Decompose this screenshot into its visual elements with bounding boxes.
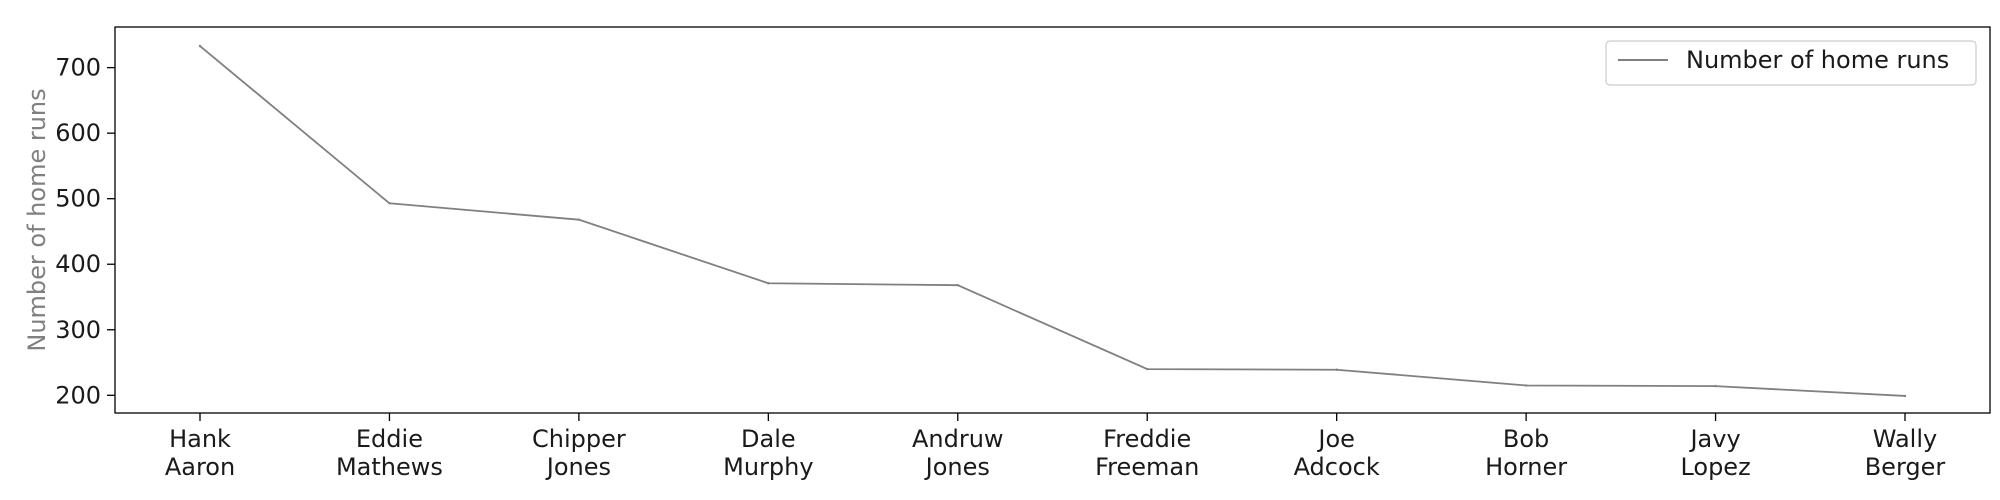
plot-frame	[114, 26, 1991, 414]
x-tick-label: Wally	[1873, 425, 1937, 453]
x-tick-label: Jones	[545, 453, 611, 481]
data-point	[1335, 368, 1338, 371]
series-layer	[198, 44, 1907, 398]
data-point	[577, 218, 581, 221]
y-tick-label: 700	[55, 54, 101, 82]
x-tick-label: Murphy	[723, 453, 813, 481]
y-tick-label: 500	[55, 185, 101, 213]
x-tick-label: Lopez	[1680, 453, 1750, 481]
x-tick-label: Jones	[924, 453, 990, 481]
x-tick-label: Freddie	[1103, 425, 1191, 453]
data-point	[767, 282, 770, 285]
x-tick-label: Dale	[741, 425, 796, 453]
x-tick-label: Joe	[1316, 425, 1355, 453]
x-tick-label: Andruw	[912, 425, 1004, 453]
x-tick-label: Mathews	[336, 453, 443, 481]
legend-box	[1605, 40, 1977, 86]
data-point	[198, 44, 202, 48]
x-tick-label: Hank	[169, 425, 231, 453]
x-tick-label: Berger	[1865, 453, 1946, 481]
x-tick-label: Javy	[1688, 425, 1740, 453]
y-tick-label: 200	[55, 381, 101, 409]
x-tick-label: Bob	[1503, 425, 1549, 453]
y-tick-label: 600	[55, 119, 101, 147]
y-axis-ticks: 200 300 400 500 600 700	[55, 54, 115, 409]
x-axis-ticks: HankAaronEddieMathewsChipperJonesDaleMur…	[165, 413, 1946, 481]
data-point	[1903, 394, 1907, 398]
series-line	[199, 45, 1906, 397]
legend-label: Number of home runs	[1686, 46, 1949, 74]
x-tick-label: Aaron	[165, 453, 235, 481]
data-point	[1714, 384, 1717, 388]
x-tick-label: Adcock	[1294, 453, 1380, 481]
data-point	[388, 202, 391, 205]
x-tick-label: Freeman	[1095, 453, 1199, 481]
x-tick-label: Chipper	[532, 425, 626, 453]
x-tick-label: Horner	[1485, 453, 1567, 481]
data-point	[956, 284, 959, 287]
legend: Number of home runs	[1605, 40, 1977, 86]
y-tick-label: 300	[55, 316, 101, 344]
y-axis-label: Number of home runs	[23, 88, 51, 351]
y-tick-label: 400	[55, 250, 101, 278]
data-point	[1524, 384, 1528, 387]
x-tick-label: Eddie	[356, 425, 423, 453]
data-point	[1146, 367, 1149, 371]
